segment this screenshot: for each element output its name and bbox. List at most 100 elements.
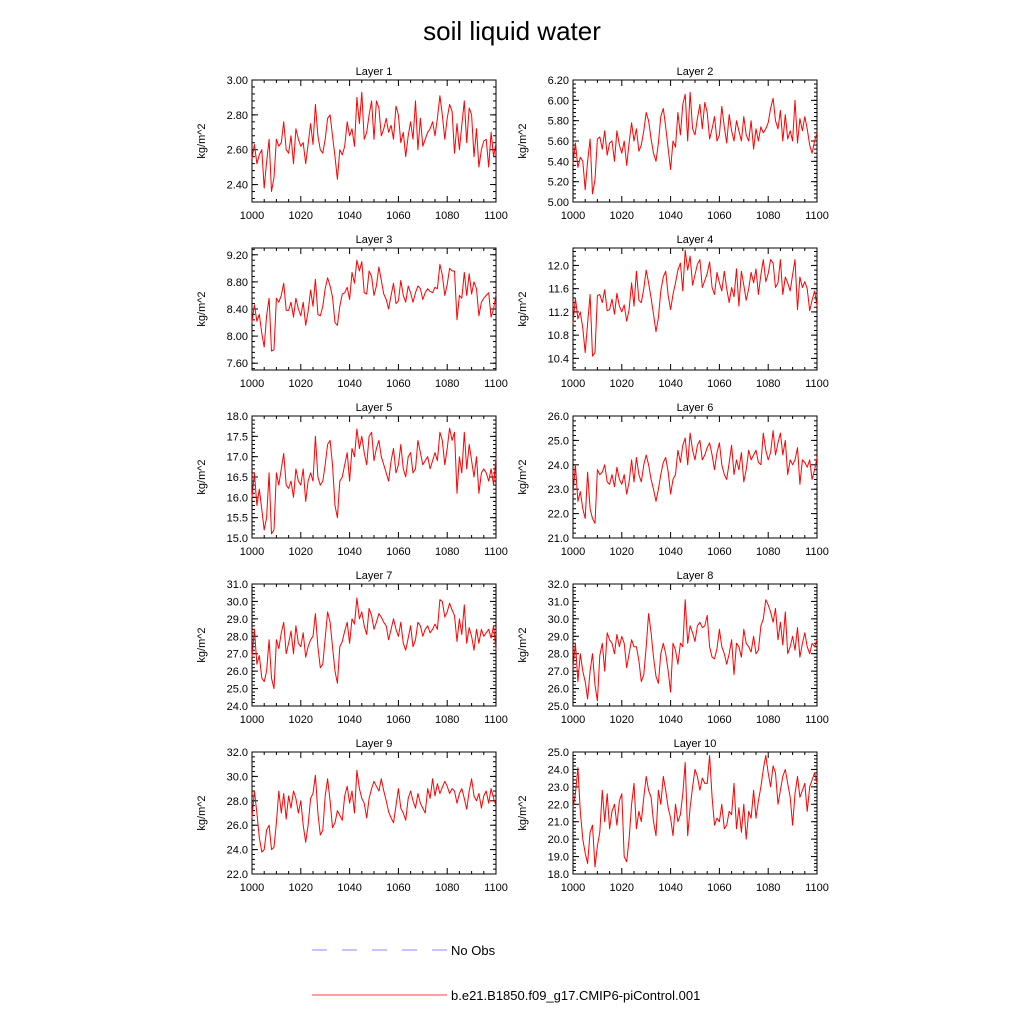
- x-tick-label: 1020: [610, 882, 634, 894]
- panel-title: Layer 3: [356, 234, 393, 246]
- y-tick-label: 25.0: [548, 701, 569, 713]
- series-line: [572, 599, 818, 702]
- x-tick-label: 1080: [435, 210, 459, 222]
- y-axis-label: kg/m^2: [196, 459, 208, 494]
- panel-layer-8: Layer 8 kg/m^2 1000 1020 1040 1060 1080 1100 25.…: [517, 570, 829, 726]
- x-tick-label: 1100: [484, 378, 508, 390]
- x-tick-label: 1020: [610, 210, 634, 222]
- y-tick-label: 7.60: [227, 358, 248, 370]
- x-tick-label: 1000: [240, 378, 264, 390]
- y-tick-label: 22.0: [548, 799, 569, 811]
- x-tick-label: 1060: [386, 378, 410, 390]
- series-line: [572, 249, 818, 357]
- series-line: [251, 597, 497, 690]
- x-tick-label: 1040: [337, 546, 361, 558]
- y-tick-label: 11.6: [548, 284, 569, 296]
- x-tick-label: 1040: [658, 714, 682, 726]
- y-tick-label: 5.60: [548, 136, 569, 148]
- y-tick-label: 12.0: [548, 260, 569, 272]
- x-tick-label: 1020: [289, 378, 313, 390]
- x-tick-label: 1100: [805, 714, 829, 726]
- plot-frame: [251, 751, 497, 875]
- plot-frame: [572, 583, 818, 707]
- y-tick-label: 18.0: [227, 411, 248, 423]
- y-tick-label: 15.5: [227, 513, 248, 525]
- panel-title: Layer 7: [356, 570, 393, 582]
- x-tick-label: 1040: [337, 882, 361, 894]
- y-tick-label: 26.0: [227, 666, 248, 678]
- y-tick-label: 5.20: [548, 177, 569, 189]
- x-tick-label: 1080: [435, 714, 459, 726]
- y-tick-label: 18.0: [548, 869, 569, 881]
- y-tick-label: 30.0: [548, 614, 569, 626]
- y-tick-label: 3.00: [227, 75, 248, 87]
- x-tick-label: 1100: [805, 210, 829, 222]
- y-tick-label: 2.40: [227, 180, 248, 192]
- y-tick-label: 28.0: [227, 796, 248, 808]
- panel-layer-9: Layer 9 kg/m^2 1000 1020 1040 1060 1080 1100 22.…: [196, 738, 508, 894]
- x-tick-label: 1000: [240, 714, 264, 726]
- y-tick-label: 29.0: [227, 614, 248, 626]
- y-tick-label: 22.0: [227, 869, 248, 881]
- x-tick-label: 1100: [484, 210, 508, 222]
- x-tick-label: 1040: [658, 210, 682, 222]
- panel-layer-5: Layer 5 kg/m^2 1000 1020 1040 1060 1080 1100 15.…: [196, 402, 508, 558]
- x-tick-label: 1060: [386, 714, 410, 726]
- y-tick-label: 25.0: [548, 435, 569, 447]
- y-tick-label: 8.40: [227, 304, 248, 316]
- x-tick-label: 1100: [805, 546, 829, 558]
- x-tick-label: 1020: [289, 714, 313, 726]
- y-axis-label: kg/m^2: [517, 795, 529, 830]
- panel-layer-1: Layer 1 kg/m^2 1000 1020 1040 1060 1080 1100 2.4…: [196, 66, 508, 222]
- y-tick-label: 5.00: [548, 197, 569, 209]
- y-tick-label: 24.0: [227, 845, 248, 857]
- y-tick-label: 2.60: [227, 145, 248, 157]
- y-tick-label: 21.0: [548, 817, 569, 829]
- panel-title: Layer 9: [356, 738, 393, 750]
- y-tick-label: 32.0: [227, 747, 248, 759]
- panel-layer-6: Layer 6 kg/m^2 1000 1020 1040 1060 1080 1100 21.…: [517, 402, 829, 558]
- y-tick-label: 24.0: [227, 701, 248, 713]
- panel-layer-10: Layer 10 kg/m^2 1000 1020 1040 1060 1080 1100 18…: [517, 738, 829, 894]
- y-tick-label: 17.5: [227, 431, 248, 443]
- x-tick-label: 1000: [240, 210, 264, 222]
- panel-layer-7: Layer 7 kg/m^2 1000 1020 1040 1060 1080 1100 24.…: [196, 570, 508, 726]
- panel-title: Layer 4: [677, 234, 714, 246]
- x-tick-label: 1020: [610, 714, 634, 726]
- x-tick-label: 1080: [756, 546, 780, 558]
- x-tick-label: 1000: [561, 714, 585, 726]
- x-tick-label: 1000: [561, 546, 585, 558]
- x-tick-label: 1040: [658, 546, 682, 558]
- y-tick-label: 16.5: [227, 472, 248, 484]
- x-tick-label: 1060: [386, 546, 410, 558]
- y-tick-label: 30.0: [227, 771, 248, 783]
- x-tick-label: 1080: [756, 882, 780, 894]
- x-tick-label: 1080: [756, 714, 780, 726]
- y-tick-label: 6.00: [548, 95, 569, 107]
- y-tick-label: 24.0: [548, 764, 569, 776]
- y-tick-label: 20.0: [548, 834, 569, 846]
- y-tick-label: 2.80: [227, 110, 248, 122]
- y-tick-label: 28.0: [227, 631, 248, 643]
- panel-title: Layer 2: [677, 66, 714, 78]
- x-tick-label: 1000: [561, 210, 585, 222]
- y-tick-label: 26.0: [227, 820, 248, 832]
- series-line: [572, 430, 818, 524]
- panel-layer-2: Layer 2 kg/m^2 1000 1020 1040 1060 1080 1100 5.0…: [517, 66, 829, 222]
- x-tick-label: 1040: [337, 714, 361, 726]
- y-tick-label: 8.80: [227, 277, 248, 289]
- x-tick-label: 1060: [707, 378, 731, 390]
- y-tick-label: 10.8: [548, 330, 569, 342]
- x-tick-label: 1040: [337, 210, 361, 222]
- x-tick-label: 1020: [610, 546, 634, 558]
- y-tick-label: 29.0: [548, 631, 569, 643]
- y-axis-label: kg/m^2: [196, 123, 208, 158]
- x-tick-label: 1060: [707, 882, 731, 894]
- y-tick-label: 21.0: [548, 533, 569, 545]
- x-tick-label: 1020: [289, 210, 313, 222]
- series-line: [251, 427, 497, 535]
- y-tick-label: 9.20: [227, 250, 248, 262]
- legend-model-label: b.e21.B1850.f09_g17.CMIP6-piControl.001: [451, 988, 700, 1003]
- y-tick-label: 15.0: [227, 533, 248, 545]
- x-tick-label: 1020: [289, 882, 313, 894]
